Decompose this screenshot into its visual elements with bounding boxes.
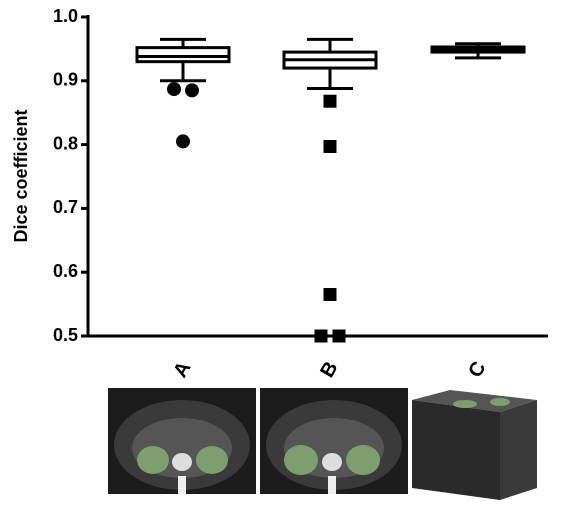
- outlier: [176, 134, 190, 148]
- cube-image: [412, 390, 537, 500]
- outlier: [333, 330, 346, 343]
- outlier: [315, 330, 328, 343]
- y-tick-label: 0.9: [53, 70, 78, 90]
- x-tick-label: A: [169, 358, 195, 382]
- y-tick-label: 0.8: [53, 133, 78, 153]
- scan-image-b: [260, 388, 408, 494]
- page: {"chart_data": {"type": "box", "ylabel":…: [0, 0, 564, 507]
- y-tick-label: 1.0: [53, 6, 78, 26]
- outlier: [185, 83, 199, 97]
- box: [137, 48, 229, 62]
- chart: Dice coefficient 0.5 0.6 0.7 0.8 0.9 1.0 A B C: [0, 0, 564, 507]
- outlier: [324, 95, 337, 108]
- y-tick-label: 0.5: [53, 325, 78, 345]
- y-tick-label: 0.7: [53, 197, 78, 217]
- y-tick-label: 0.6: [53, 261, 78, 281]
- outlier: [167, 82, 181, 96]
- y-axis-label: Dice coefficient: [11, 109, 31, 242]
- outlier: [324, 288, 337, 301]
- scan-image-a: [108, 388, 256, 494]
- x-tick-label: B: [316, 358, 342, 382]
- x-tick-label: C: [464, 358, 490, 382]
- outlier: [324, 140, 337, 153]
